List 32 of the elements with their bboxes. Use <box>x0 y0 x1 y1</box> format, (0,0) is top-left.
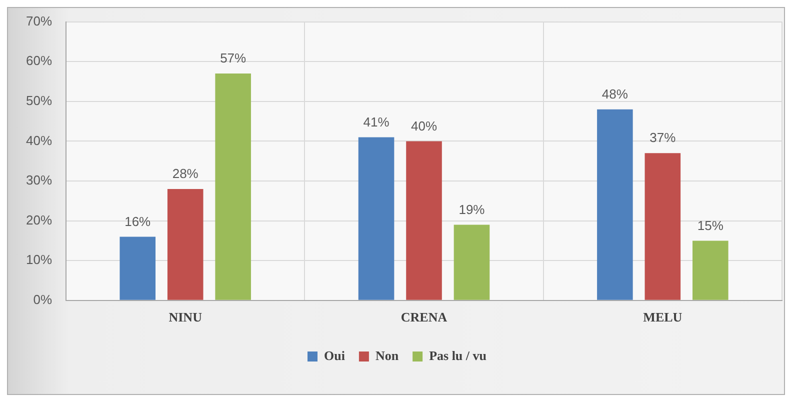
x-tick-label: CRENA <box>400 310 448 325</box>
bar <box>597 109 633 300</box>
data-label: 48% <box>602 86 628 102</box>
bar <box>406 141 442 300</box>
data-label: 15% <box>697 218 724 233</box>
y-tick-label: 10% <box>26 252 52 268</box>
data-label: 57% <box>220 50 247 66</box>
legend-label: Non <box>375 348 400 363</box>
data-label: 19% <box>458 202 486 217</box>
x-tick-label: MELU <box>643 310 683 325</box>
data-label: 28% <box>172 166 199 182</box>
y-tick-label: 70% <box>26 13 52 28</box>
y-tick-label: 60% <box>26 53 52 68</box>
y-tick-label: 0% <box>33 292 52 307</box>
bar <box>358 137 394 300</box>
y-tick-label: 40% <box>26 132 52 148</box>
data-label: 41% <box>363 114 390 130</box>
legend-label: Pas lu / vu <box>429 348 487 363</box>
bar <box>644 153 681 300</box>
bar <box>692 240 728 300</box>
data-label: 40% <box>410 118 438 134</box>
y-tick-label: 50% <box>26 92 52 108</box>
data-label: 37% <box>650 130 676 146</box>
bar <box>167 188 204 300</box>
legend-label: Oui <box>324 348 346 363</box>
bar <box>120 236 156 300</box>
bar <box>454 224 490 300</box>
y-tick-label: 20% <box>26 212 52 228</box>
x-tick-label: NINU <box>168 310 203 325</box>
y-tick-label: 30% <box>26 172 52 188</box>
bar <box>215 74 251 300</box>
data-label: 16% <box>124 214 152 229</box>
